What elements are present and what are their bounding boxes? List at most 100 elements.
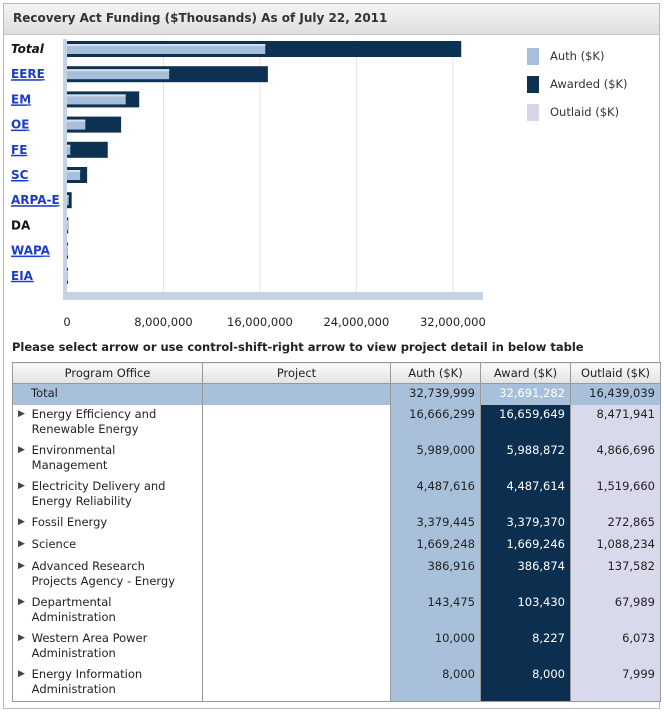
category-label[interactable]: WAPA <box>11 244 51 258</box>
panel-title: Recovery Act Funding ($Thousands) As of … <box>13 11 388 25</box>
table-row[interactable]: ▶ Fossil Energy 3,379,445 3,379,370 272,865 <box>12 513 661 535</box>
program-office-cell: ▶ Departmental Administration <box>12 593 203 629</box>
project-cell <box>202 557 391 593</box>
expand-arrow-icon[interactable]: ▶ <box>18 409 25 419</box>
bar-awarded[interactable] <box>67 192 72 209</box>
auth-cell: 3,379,445 <box>390 513 481 535</box>
category-label[interactable]: EERE <box>11 67 45 81</box>
program-office-cell: ▶ Western Area Power Administration <box>12 629 203 665</box>
table-row[interactable]: ▶ Environmental Management 5,989,000 5,988… <box>12 441 661 477</box>
table-header-row: Program Office Project Auth ($K) Award (… <box>12 362 661 384</box>
funding-bar-chart: Total EERE EM OE FE SC ARPA-E DA WAPA EIA 0 8,000,0… <box>11 39 628 329</box>
award-cell: 3,379,370 <box>480 513 571 535</box>
program-office-name: Fossil Energy <box>31 515 108 529</box>
award-cell: 103,430 <box>480 593 571 629</box>
header-award[interactable]: Award ($K) <box>480 362 571 384</box>
category-label[interactable]: EM <box>11 92 31 106</box>
header-program-office[interactable]: Program Office <box>12 362 203 384</box>
auth-cell: 4,487,616 <box>390 477 481 513</box>
category-label: DA <box>11 218 31 232</box>
bar-highlight <box>67 119 86 122</box>
bar-auth[interactable] <box>67 195 69 206</box>
funding-table: Program Office Project Auth ($K) Award (… <box>12 362 661 702</box>
category-label[interactable]: SC <box>11 168 29 182</box>
expand-arrow-icon[interactable]: ▶ <box>18 597 25 607</box>
header-auth[interactable]: Auth ($K) <box>390 362 481 384</box>
bar-auth[interactable] <box>67 119 86 130</box>
bar-auth[interactable] <box>67 170 81 180</box>
project-cell <box>202 441 391 477</box>
total-auth-cell: 32,739,999 <box>390 383 481 405</box>
bar-auth[interactable] <box>67 245 68 256</box>
category-label[interactable]: ARPA-E <box>11 193 60 207</box>
outlaid-cell: 137,582 <box>570 557 661 593</box>
bar-auth[interactable] <box>67 220 68 231</box>
program-office-cell: ▶ Energy Efficiency and Renewable Energy <box>12 405 203 441</box>
table-row[interactable]: ▶ Advanced Research Projects Agency - En… <box>12 557 661 593</box>
bar-auth[interactable] <box>67 270 68 281</box>
auth-cell: 386,916 <box>390 557 481 593</box>
expand-arrow-icon[interactable]: ▶ <box>18 633 25 643</box>
table-row-total[interactable]: Total 32,739,999 32,691,282 16,439,039 <box>12 383 661 405</box>
outlaid-cell: 4,866,696 <box>570 441 661 477</box>
bar-highlight <box>67 69 170 72</box>
bar-auth[interactable] <box>67 69 170 80</box>
award-cell: 8,227 <box>480 629 571 665</box>
table-row[interactable]: ▶ Western Area Power Administration 10,00… <box>12 629 661 665</box>
program-office-name: Science <box>31 537 77 551</box>
expand-arrow-icon[interactable]: ▶ <box>18 669 25 679</box>
outlaid-cell: 1,088,234 <box>570 535 661 557</box>
project-cell <box>202 629 391 665</box>
auth-cell: 5,989,000 <box>390 441 481 477</box>
legend-label: Auth ($K) <box>550 49 604 63</box>
bar-highlight <box>67 195 69 198</box>
expand-arrow-icon[interactable]: ▶ <box>18 517 25 527</box>
legend-swatch <box>527 76 539 93</box>
bar-highlight <box>67 270 68 273</box>
category-label[interactable]: FE <box>11 143 27 157</box>
category-label[interactable]: OE <box>11 118 29 132</box>
table-row[interactable]: ▶ Energy Information Administration 8,000… <box>12 665 661 702</box>
header-project[interactable]: Project <box>202 362 391 384</box>
legend-swatch <box>527 48 539 65</box>
table-row[interactable]: ▶ Energy Efficiency and Renewable Energy… <box>12 405 661 441</box>
total-project-cell <box>202 383 391 405</box>
table-row[interactable]: ▶ Departmental Administration 143,475 103,… <box>12 593 661 629</box>
auth-cell: 1,669,248 <box>390 535 481 557</box>
auth-cell: 10,000 <box>390 629 481 665</box>
outlaid-cell: 67,989 <box>570 593 661 629</box>
header-outlaid[interactable]: Outlaid ($K) <box>570 362 661 384</box>
program-office-cell: ▶ Energy Information Administration <box>12 665 203 702</box>
total-office-cell: Total <box>12 383 203 405</box>
auth-cell: 16,666,299 <box>390 405 481 441</box>
category-label[interactable]: EIA <box>11 269 34 283</box>
x-tick-label: 16,000,000 <box>227 315 293 329</box>
program-office-cell: ▶ Advanced Research Projects Agency - En… <box>12 557 203 593</box>
program-office-name: Energy Efficiency and Renewable Energy <box>31 407 157 436</box>
bar-highlight <box>67 170 81 172</box>
panel-title-bar: Recovery Act Funding ($Thousands) As of … <box>4 4 659 35</box>
bar-awarded[interactable] <box>67 141 108 158</box>
category-label: Total <box>11 42 45 56</box>
outlaid-cell: 272,865 <box>570 513 661 535</box>
bar-highlight <box>67 144 71 147</box>
award-cell: 386,874 <box>480 557 571 593</box>
bar-highlight <box>67 94 126 97</box>
expand-arrow-icon[interactable]: ▶ <box>18 561 25 571</box>
project-cell <box>202 405 391 441</box>
program-office-name: Electricity Delivery and Energy Reliabil… <box>31 479 166 508</box>
x-tick-label: 24,000,000 <box>323 315 389 329</box>
bar-highlight <box>67 220 68 223</box>
x-tick-label: 0 <box>63 315 70 329</box>
bar-auth[interactable] <box>67 144 71 155</box>
table-row[interactable]: ▶ Science 1,669,248 1,669,246 1,088,234 <box>12 535 661 557</box>
expand-arrow-icon[interactable]: ▶ <box>18 539 25 549</box>
table-row[interactable]: ▶ Electricity Delivery and Energy Reliab… <box>12 477 661 513</box>
bar-auth[interactable] <box>67 94 126 105</box>
expand-arrow-icon[interactable]: ▶ <box>18 445 25 455</box>
bar-auth[interactable] <box>67 44 266 54</box>
award-cell: 4,487,614 <box>480 477 571 513</box>
expand-arrow-icon[interactable]: ▶ <box>18 481 25 491</box>
award-cell: 16,659,649 <box>480 405 571 441</box>
program-office-cell: ▶ Fossil Energy <box>12 513 203 535</box>
